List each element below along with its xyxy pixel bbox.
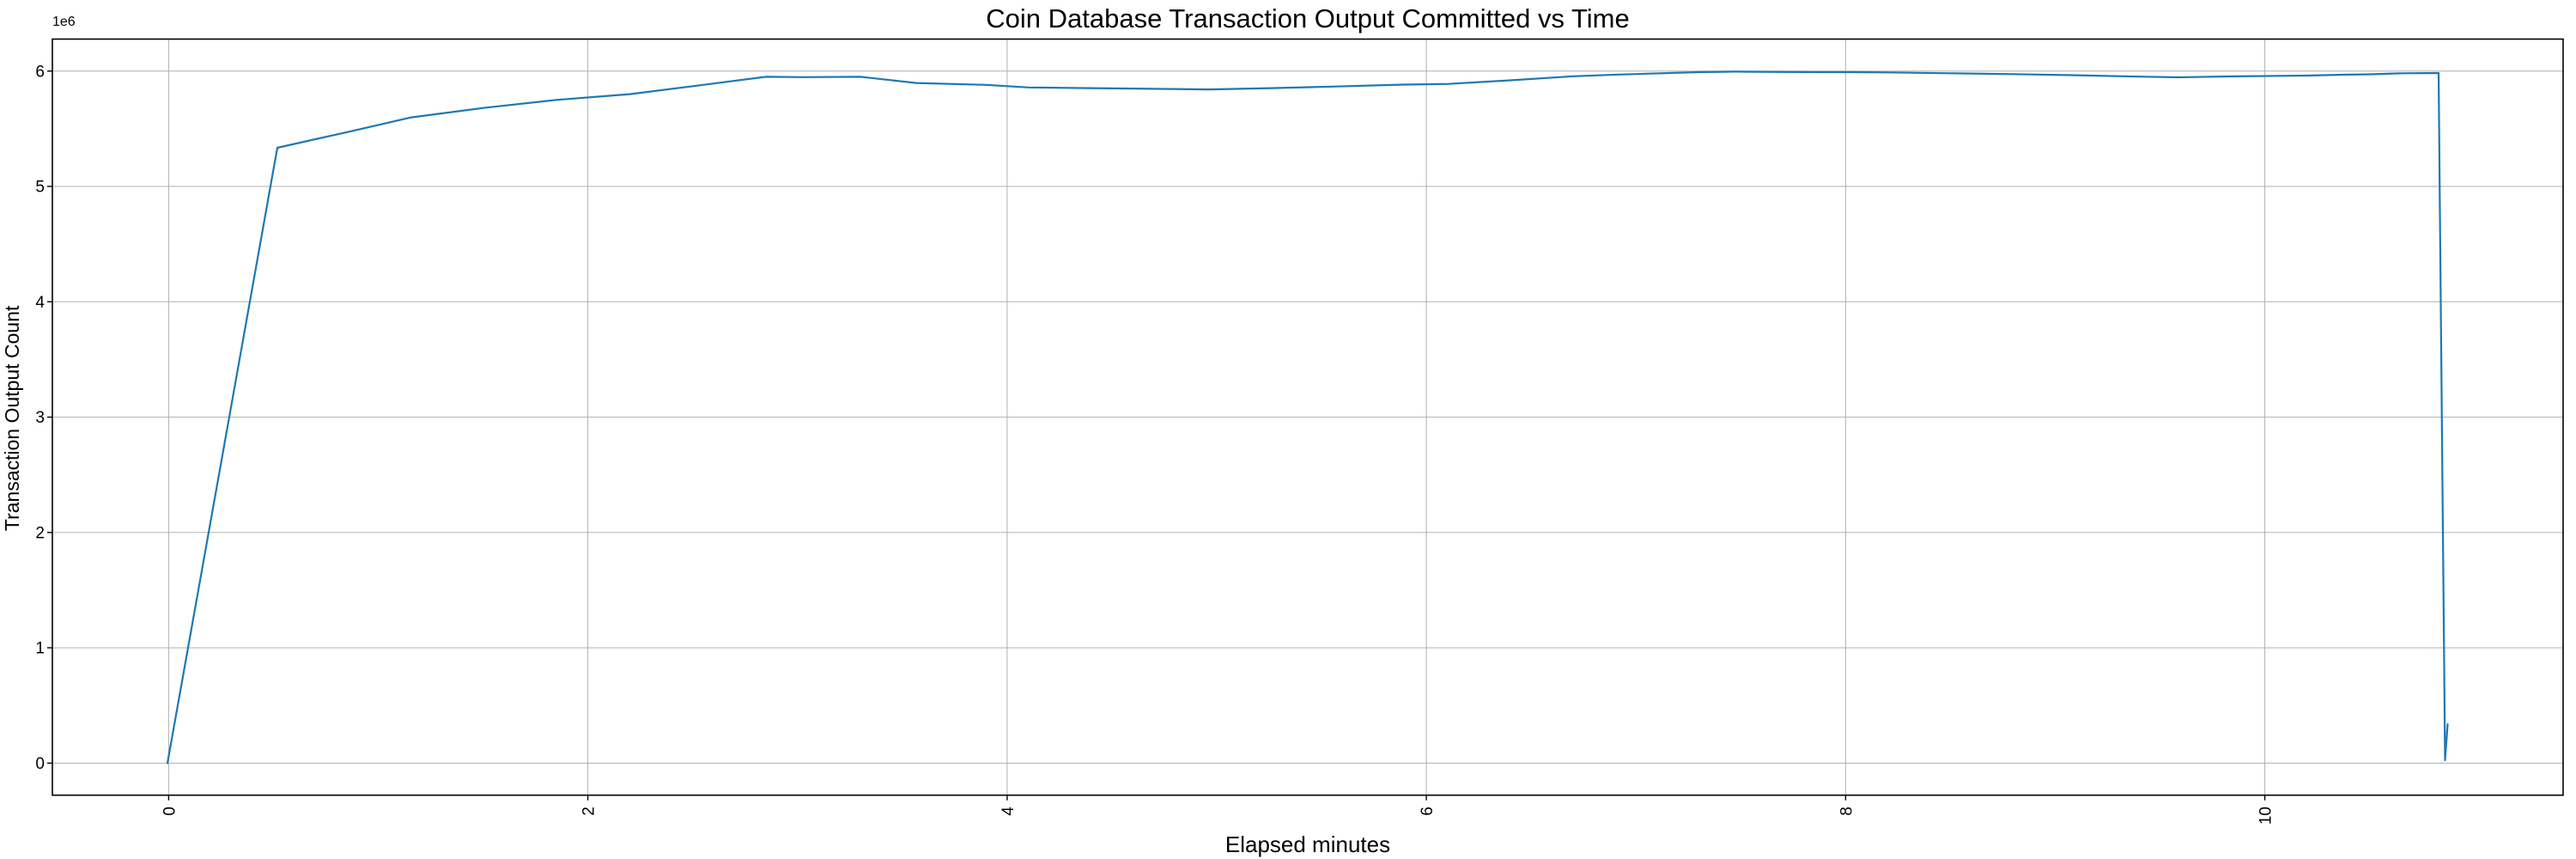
- svg-text:Coin Database Transaction Outp: Coin Database Transaction Output Committ…: [986, 3, 1630, 34]
- svg-text:6: 6: [35, 64, 45, 82]
- svg-text:0: 0: [161, 807, 179, 816]
- svg-text:10: 10: [2257, 807, 2275, 825]
- svg-text:5: 5: [35, 179, 45, 197]
- svg-text:1e6: 1e6: [52, 15, 76, 29]
- svg-text:2: 2: [580, 807, 598, 816]
- svg-text:1: 1: [35, 640, 45, 658]
- svg-text:8: 8: [1838, 807, 1856, 816]
- svg-text:4: 4: [999, 807, 1018, 816]
- svg-text:Elapsed minutes: Elapsed minutes: [1225, 832, 1390, 857]
- svg-text:Transaction Output Count: Transaction Output Count: [1, 305, 23, 531]
- svg-text:2: 2: [35, 525, 45, 543]
- svg-text:3: 3: [35, 409, 45, 427]
- svg-text:0: 0: [35, 755, 45, 773]
- svg-text:4: 4: [35, 294, 45, 312]
- svg-text:6: 6: [1419, 807, 1437, 816]
